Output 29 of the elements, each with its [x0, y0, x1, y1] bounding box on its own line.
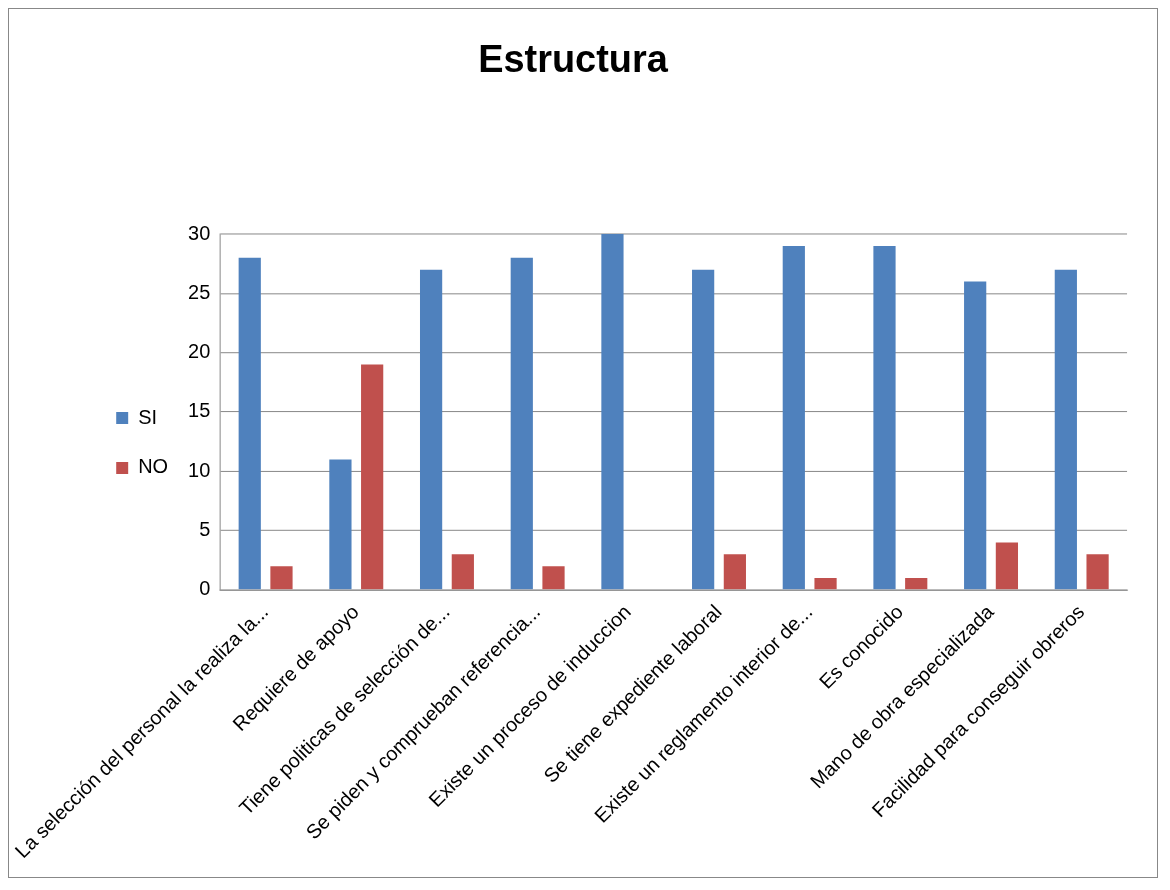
bar	[419, 269, 443, 590]
bar	[270, 566, 293, 590]
bar	[905, 577, 928, 590]
y-tick-label: 20	[188, 340, 211, 363]
bar	[723, 554, 746, 590]
bar	[995, 542, 1019, 590]
y-tick-label: 10	[188, 458, 211, 481]
legend-label: SI	[138, 405, 158, 428]
bar	[238, 257, 261, 590]
chart-title: Estructura	[478, 38, 669, 81]
bar	[510, 257, 533, 590]
bar	[329, 459, 352, 590]
bar	[542, 566, 565, 590]
bar	[361, 364, 384, 590]
bar	[782, 245, 805, 590]
bar	[873, 245, 896, 590]
bar	[1054, 269, 1077, 590]
y-tick-label: 0	[199, 577, 211, 600]
bar	[1086, 554, 1109, 590]
legend-label: NO	[138, 455, 169, 478]
y-tick-label: 15	[188, 399, 211, 422]
bar	[964, 281, 987, 590]
y-tick-label: 30	[188, 221, 211, 244]
y-tick-label: 5	[199, 518, 211, 541]
y-tick-label: 25	[188, 280, 211, 303]
bar	[814, 577, 837, 590]
bar	[451, 554, 474, 590]
bar	[601, 234, 624, 590]
bar	[692, 269, 715, 590]
